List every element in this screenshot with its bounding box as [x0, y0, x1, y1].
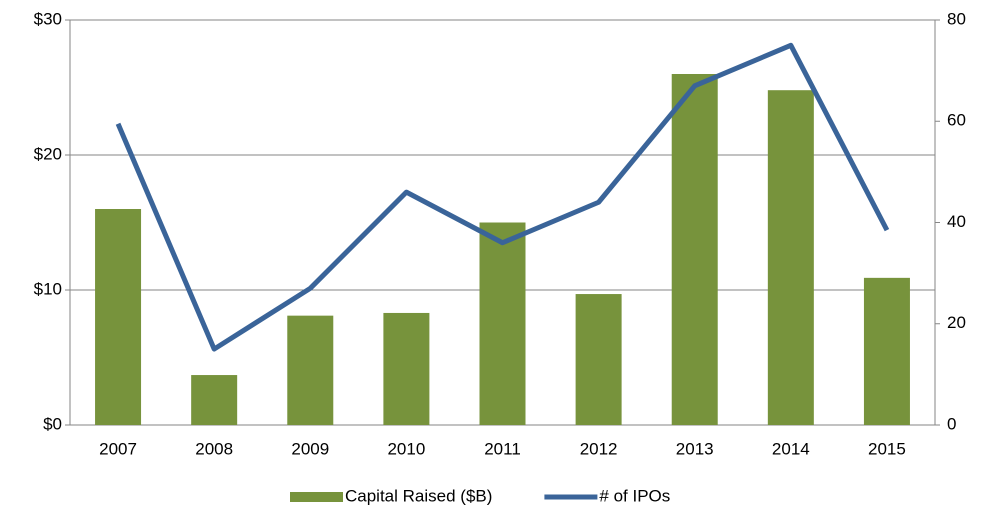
x-tick-label: 2010	[387, 439, 425, 458]
bar	[95, 209, 142, 425]
y-tick-label: $20	[34, 144, 62, 163]
y-tick-label: $30	[34, 9, 62, 28]
bar	[575, 294, 622, 425]
y2-tick-label: 80	[947, 9, 966, 28]
y-tick-label: $0	[43, 414, 62, 433]
x-tick-label: 2013	[676, 439, 714, 458]
x-tick-label: 2012	[580, 439, 618, 458]
x-tick-label: 2011	[484, 439, 521, 458]
legend-swatch	[290, 492, 343, 502]
bar	[191, 375, 238, 425]
x-tick-label: 2014	[772, 439, 810, 458]
bar	[671, 74, 718, 425]
legend-label: Capital Raised ($B)	[345, 486, 492, 505]
x-tick-label: 2015	[868, 439, 906, 458]
y2-tick-label: 0	[947, 414, 956, 433]
bar	[287, 315, 334, 425]
x-tick-label: 2007	[99, 439, 137, 458]
bar	[767, 90, 814, 425]
line	[115, 42, 890, 352]
x-tick-label: 2009	[291, 439, 329, 458]
y2-tick-label: 40	[947, 212, 966, 231]
y-tick-label: $10	[34, 279, 62, 298]
bar	[479, 222, 526, 425]
legend-label: # of IPOs	[599, 486, 670, 505]
bar	[863, 277, 910, 425]
x-tick-label: 2008	[195, 439, 233, 458]
y2-tick-label: 60	[947, 111, 966, 130]
y2-tick-label: 20	[947, 313, 966, 332]
bar	[383, 312, 430, 425]
